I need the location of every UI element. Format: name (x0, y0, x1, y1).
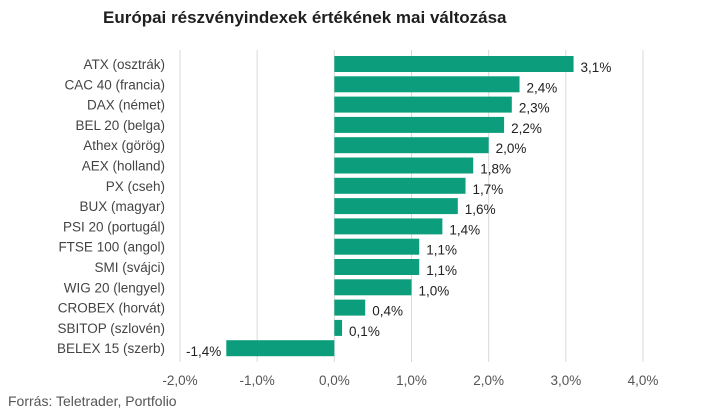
data-label: 2,3% (519, 101, 550, 116)
data-label: 1,8% (480, 162, 511, 177)
data-label: 0,1% (349, 324, 380, 339)
bar (334, 299, 366, 316)
bar (334, 137, 489, 154)
category-label: SBITOP (szlovén) (57, 321, 165, 336)
x-tick-label: 2,0% (473, 373, 504, 388)
data-label: 1,4% (449, 222, 480, 237)
bar (334, 218, 443, 235)
data-label: 1,1% (426, 243, 457, 258)
x-tick-label: 0,0% (319, 373, 350, 388)
data-label: 2,0% (496, 141, 527, 156)
data-label: 2,2% (511, 121, 542, 136)
category-label: ATX (osztrák) (83, 57, 165, 72)
data-label: 3,1% (581, 60, 612, 75)
category-label: FTSE 100 (angol) (58, 240, 165, 255)
x-tick-label: 4,0% (628, 373, 659, 388)
bar (334, 279, 412, 296)
bar (334, 76, 520, 93)
category-label: CROBEX (horvát) (58, 301, 165, 316)
bar (334, 198, 458, 215)
bar (334, 259, 420, 275)
data-label: 0,4% (372, 304, 403, 319)
category-label: PSI 20 (portugál) (63, 219, 165, 234)
category-label: AEX (holland) (82, 159, 165, 174)
x-tick-label: 3,0% (550, 373, 581, 388)
x-tick-label: -1,0% (240, 373, 275, 388)
category-label: BUX (magyar) (79, 199, 165, 214)
data-label: 1,6% (465, 202, 496, 217)
data-label: -1,4% (186, 344, 221, 359)
category-label: Athex (görög) (83, 138, 165, 153)
category-label: DAX (német) (87, 98, 165, 113)
bar (334, 238, 420, 255)
data-label: 2,4% (527, 80, 558, 95)
category-label: CAC 40 (francia) (64, 77, 165, 92)
x-tick-label: -2,0% (162, 373, 197, 388)
x-tick-label: 1,0% (396, 373, 427, 388)
data-label: 1,7% (473, 182, 504, 197)
bar (334, 177, 466, 194)
chart-title: Európai részvényindexek értékének mai vá… (103, 8, 507, 27)
bar (334, 116, 505, 133)
bar (226, 340, 335, 357)
bar (334, 56, 574, 72)
data-label: 1,1% (426, 263, 457, 278)
data-label: 1,0% (419, 283, 450, 298)
category-label: SMI (svájci) (95, 260, 166, 275)
bar (334, 96, 512, 113)
category-label: PX (cseh) (106, 179, 165, 194)
chart-source: Forrás: Teletrader, Portfolio (8, 393, 177, 409)
bar (334, 319, 343, 336)
bar (334, 157, 474, 174)
category-label: BELEX 15 (szerb) (57, 341, 165, 356)
category-label: WIG 20 (lengyel) (64, 280, 165, 295)
category-label: BEL 20 (belga) (75, 118, 165, 133)
